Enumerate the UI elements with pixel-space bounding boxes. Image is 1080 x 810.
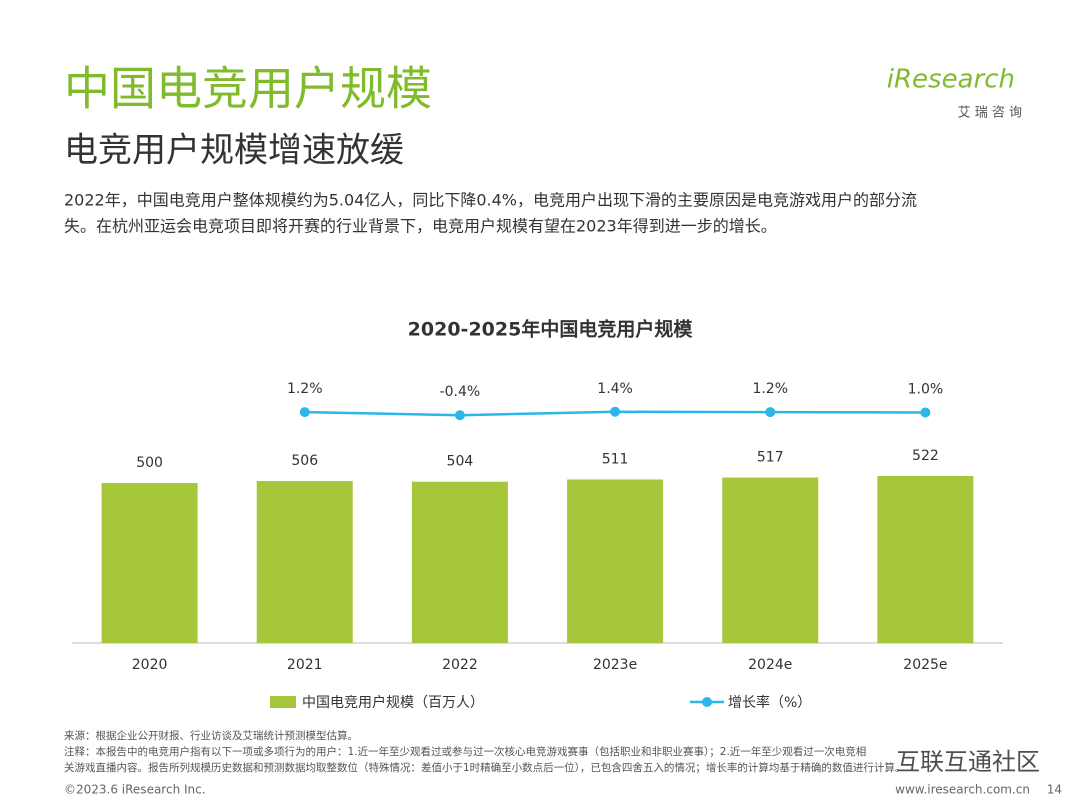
bar xyxy=(722,477,819,643)
bar xyxy=(101,483,198,643)
data-label: -0.4% xyxy=(440,384,481,400)
copyright: ©2023.6 iResearch Inc. xyxy=(64,783,206,797)
watermark: 互联互通社区 xyxy=(896,748,1040,776)
slide-title: 中国电竞用户规模 xyxy=(64,62,432,116)
data-label: 1.4% xyxy=(597,381,633,397)
data-label: 522 xyxy=(912,448,939,464)
x-tick-label: 2023e xyxy=(593,657,637,673)
data-label: 1.2% xyxy=(752,381,788,397)
bar xyxy=(411,481,508,643)
legend-label: 增长率（%） xyxy=(728,694,811,711)
legend-label: 中国电竞用户规模（百万人） xyxy=(302,694,484,711)
note: 注释：本报告中的电竞用户指有以下一项或多项行为的用户：1.近一年至少观看过或参与… xyxy=(64,745,866,758)
x-tick-label: 2024e xyxy=(748,657,792,673)
note: 来源：根据企业公开财报、行业访谈及艾瑞统计预测模型估算。 xyxy=(64,729,358,742)
note: 关游戏直播内容。报告所列规模历史数据和预测数据均取整数位（特殊情况：差值小于1时… xyxy=(64,761,905,774)
x-tick-label: 2025e xyxy=(903,657,947,673)
legend-swatch xyxy=(702,697,712,707)
page-number: 14 xyxy=(1047,783,1062,797)
data-label: 500 xyxy=(136,455,163,471)
data-label: 517 xyxy=(757,450,784,466)
legend-swatch xyxy=(270,696,296,708)
x-tick-label: 2020 xyxy=(132,657,168,673)
summary-line: 失。在杭州亚运会电竞项目即将开赛的行业背景下，电竞用户规模有望在2023年得到进… xyxy=(64,217,777,236)
chart-title: 2020-2025年中国电竞用户规模 xyxy=(408,318,694,341)
data-label: 511 xyxy=(602,451,629,467)
data-label: 1.2% xyxy=(287,381,323,397)
line-point xyxy=(299,407,310,418)
logo: iResearch xyxy=(887,65,1015,95)
bar xyxy=(256,481,353,643)
line-point xyxy=(610,406,621,417)
bar xyxy=(567,479,664,643)
data-label: 504 xyxy=(447,454,474,470)
bar xyxy=(877,475,974,643)
data-label: 506 xyxy=(291,453,318,469)
summary-line: 2022年，中国电竞用户整体规模约为5.04亿人，同比下降0.4%，电竞用户出现… xyxy=(64,191,917,210)
line-point xyxy=(765,407,776,418)
x-tick-label: 2021 xyxy=(287,657,323,673)
line-point xyxy=(920,407,931,418)
line-point xyxy=(454,410,465,421)
x-tick-label: 2022 xyxy=(442,657,478,673)
slide-subtitle: 电竞用户规模增速放缓 xyxy=(64,131,404,171)
website: www.iresearch.com.cn xyxy=(895,783,1030,797)
data-label: 1.0% xyxy=(908,382,944,398)
logo-sub: 艾 瑞 咨 询 xyxy=(958,106,1022,121)
